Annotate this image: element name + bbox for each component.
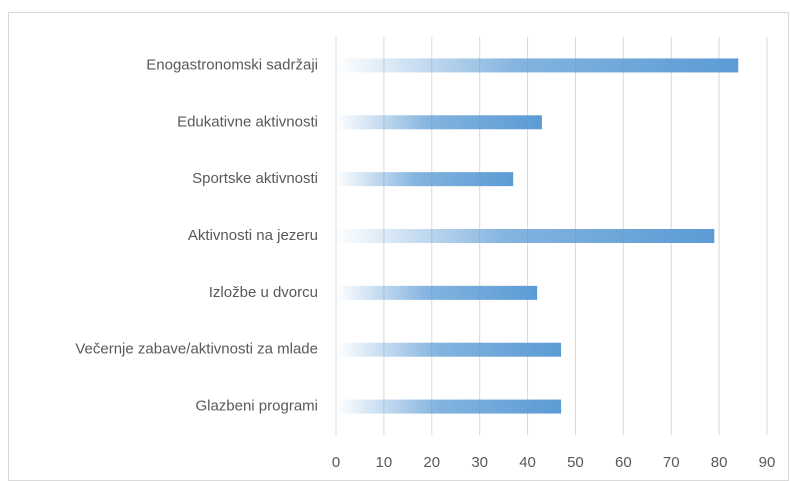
- y-tick-label: Sportske aktivnosti: [192, 170, 318, 187]
- y-tick-label: Aktivnosti na jezeru: [188, 227, 318, 244]
- y-tick-label: Edukativne aktivnosti: [177, 113, 318, 130]
- x-tick-label: 70: [663, 454, 680, 471]
- y-tick-label: Večernje zabave/aktivnosti za mlade: [75, 341, 318, 358]
- x-tick-label: 30: [471, 454, 488, 471]
- x-tick-label: 60: [615, 454, 632, 471]
- bar: [336, 172, 514, 187]
- y-tick-label: Izložbe u dvorcu: [209, 284, 318, 301]
- x-tick-label: 90: [759, 454, 776, 471]
- x-tick-label: 20: [423, 454, 440, 471]
- bar: [336, 399, 562, 414]
- x-tick-label: 40: [519, 454, 536, 471]
- bar: [336, 229, 715, 243]
- bar: [336, 58, 739, 73]
- y-tick-label: Glazbeni programi: [195, 398, 318, 415]
- bar: [336, 342, 562, 357]
- y-tick-label: Enogastronomski sadržaji: [146, 56, 318, 73]
- x-tick-label: 0: [332, 454, 340, 471]
- bar: [336, 115, 542, 130]
- bar: [336, 285, 538, 300]
- x-tick-label: 50: [567, 454, 584, 471]
- x-tick-label: 80: [711, 454, 728, 471]
- x-tick-label: 10: [376, 454, 393, 471]
